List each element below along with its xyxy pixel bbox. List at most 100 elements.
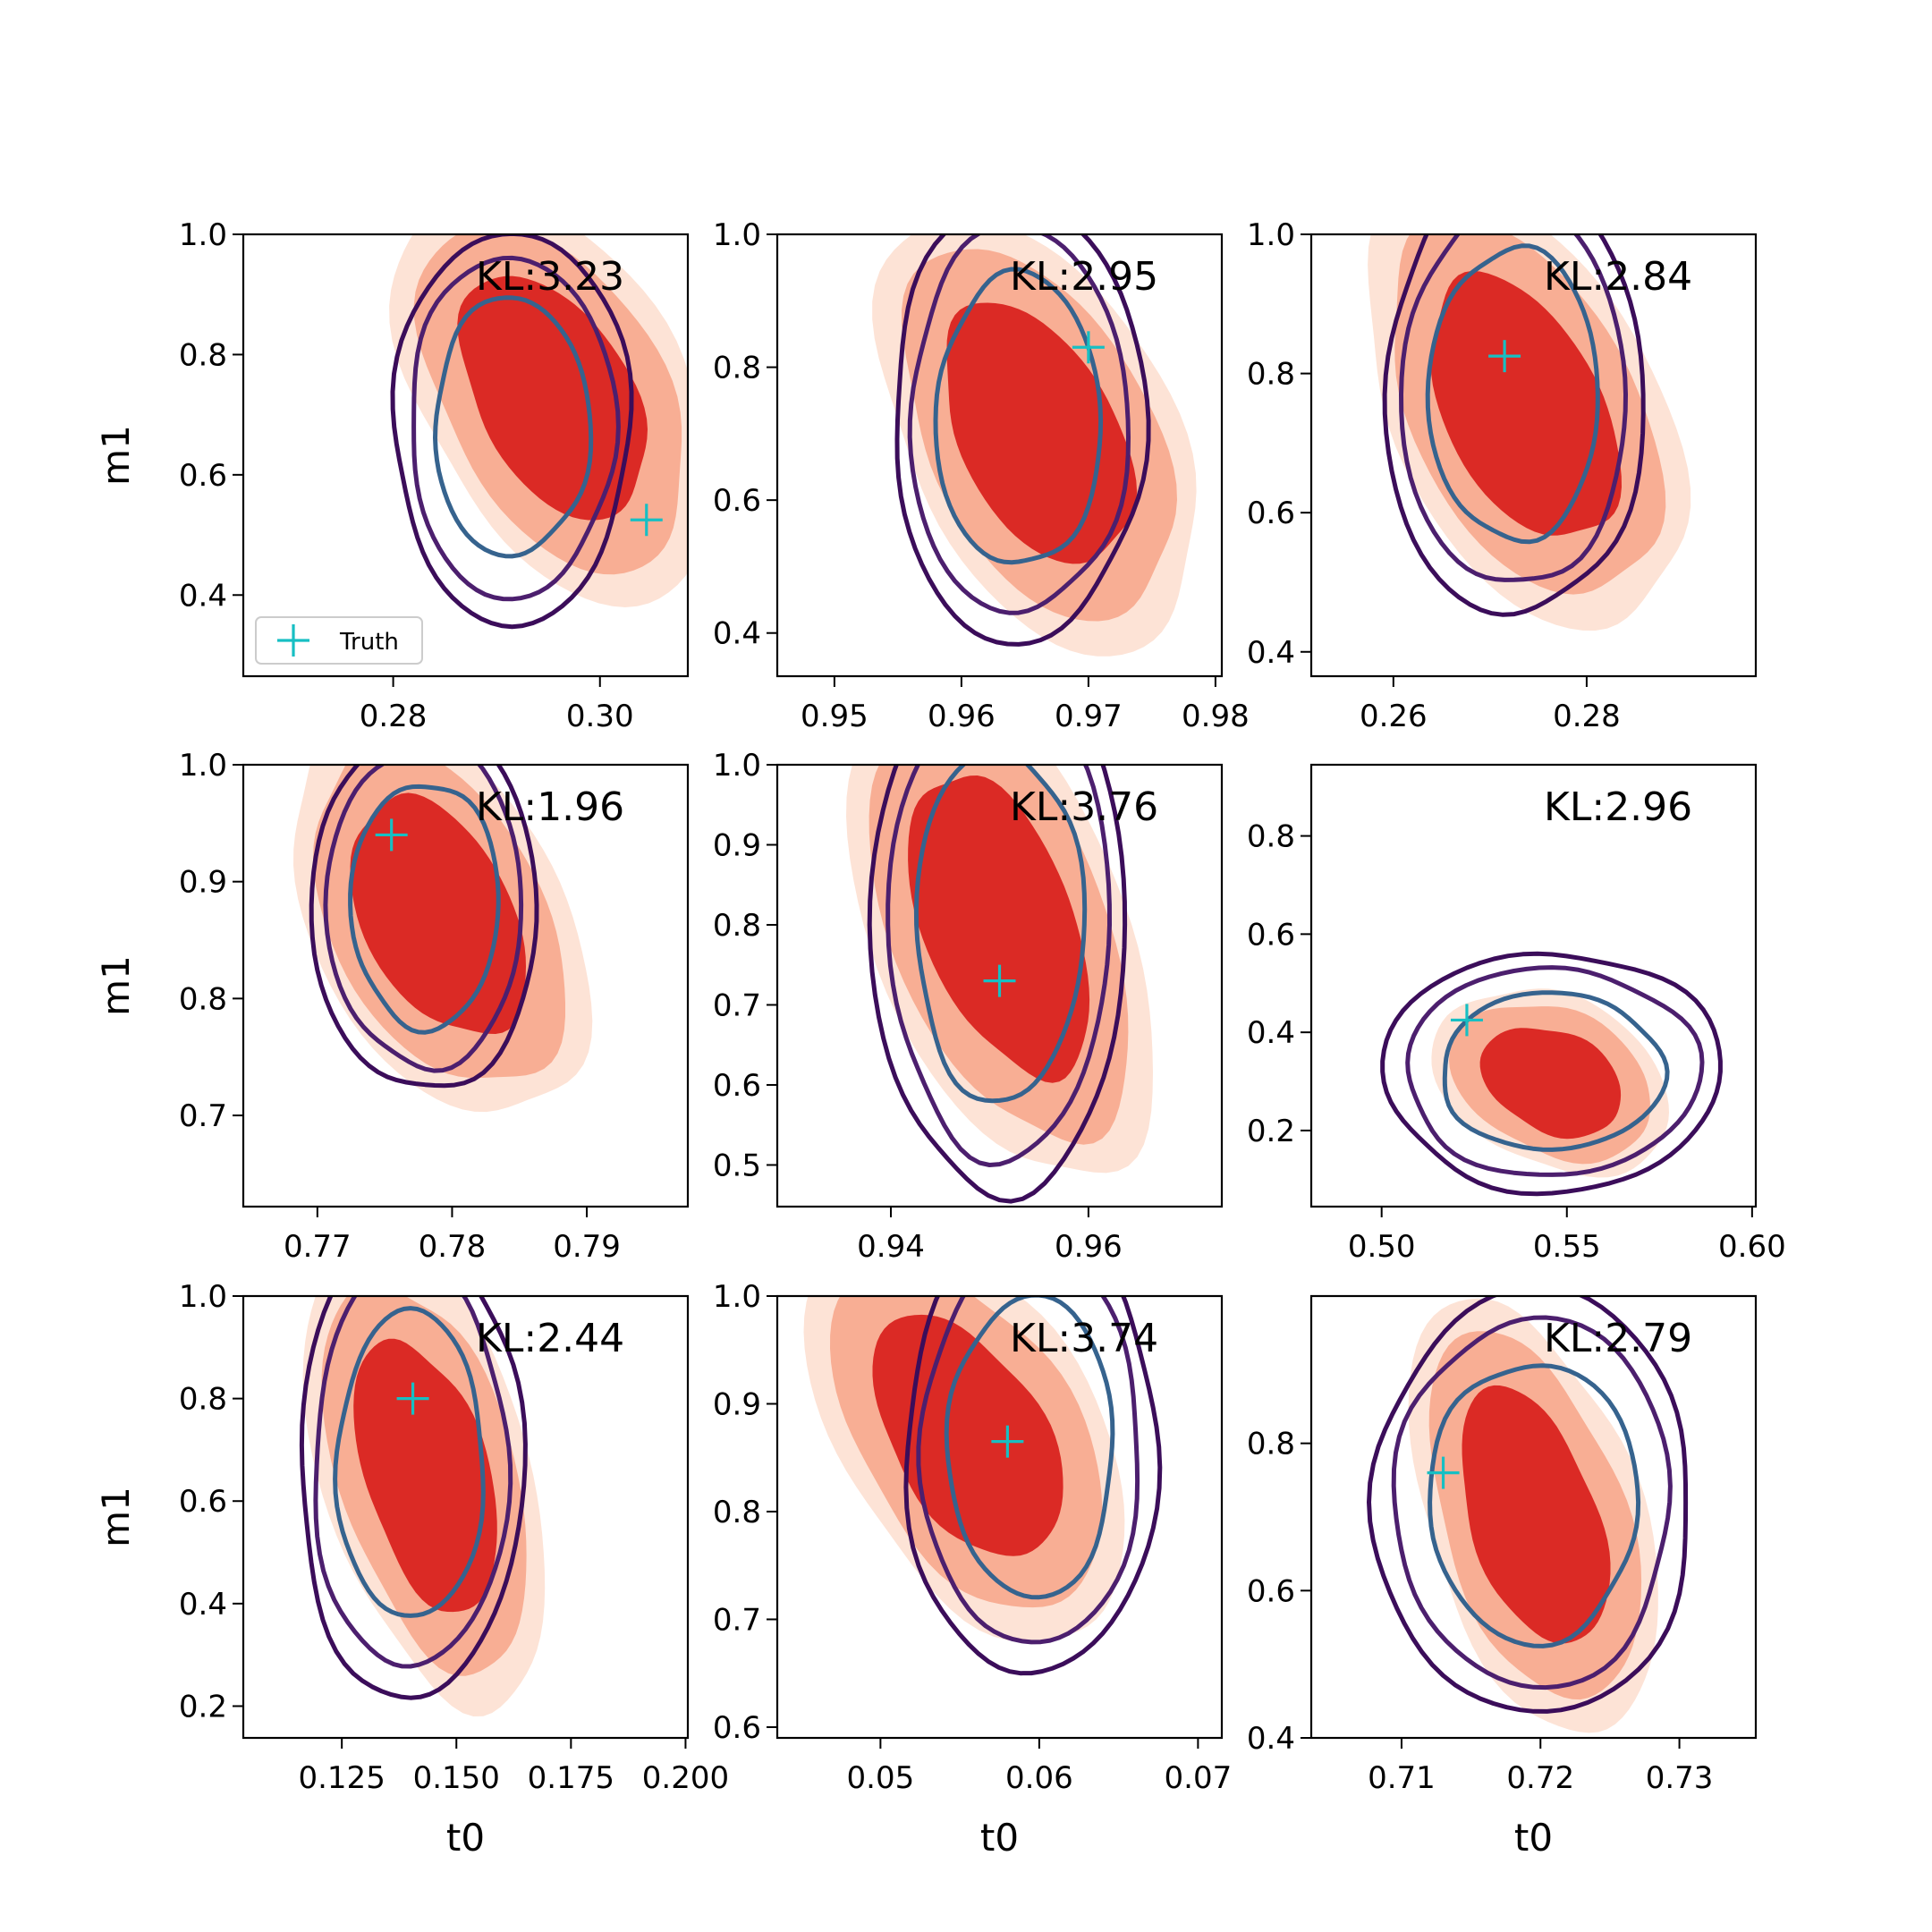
x-tick-label: 0.125 (298, 1760, 385, 1796)
x-tick-label: 0.96 (928, 699, 996, 734)
x-tick-label: 0.73 (1646, 1760, 1714, 1796)
x-axis-label: t0 (1514, 1816, 1553, 1860)
x-axis-label: t0 (446, 1816, 485, 1860)
y-tick-label: 0.2 (1247, 1114, 1295, 1149)
y-tick-label: 0.9 (713, 827, 761, 863)
kl-label: KL:2.44 (476, 1316, 624, 1361)
truth-marker (1450, 1004, 1483, 1037)
panel-4: KL:1.96 0.77 0.78 0.79 0.7 0.8 0.9 1.0 m1 (94, 748, 690, 1265)
panel-6: KL:2.96 0.50 0.55 0.60 0.2 0.4 0.6 0.8 (1247, 763, 1786, 1265)
contour-line-mid (1405, 965, 1705, 1177)
y-tick-label: 1.0 (179, 217, 227, 253)
y-tick-label: 0.4 (179, 578, 227, 614)
axes-frame (775, 1294, 1224, 1740)
y-tick-label: 0.6 (1247, 496, 1295, 531)
y-tick-label: 0.8 (179, 1382, 227, 1418)
kl-label: KL:2.84 (1544, 254, 1692, 300)
x-tick-label: 0.50 (1348, 1229, 1416, 1265)
contour-line-outer (309, 765, 539, 1089)
y-tick-label: 0.8 (1247, 357, 1295, 393)
x-tick-label: 0.175 (528, 1760, 614, 1796)
contour-line-mid (916, 1296, 1140, 1645)
contour-line-inner (1428, 1363, 1641, 1648)
filled-region-inner (1430, 270, 1622, 536)
y-tick-label: 0.8 (1247, 1427, 1295, 1462)
y-tick-label: 0.6 (1247, 917, 1295, 953)
contour-line-mid (907, 234, 1131, 615)
x-tick-label: 0.94 (857, 1229, 925, 1265)
x-tick-label: 0.200 (642, 1760, 729, 1796)
contour-line-inner (913, 765, 1088, 1104)
plot-area (1367, 1296, 1689, 1733)
y-tick-label: 0.8 (713, 1495, 761, 1530)
x-tick-label: 0.28 (360, 699, 428, 734)
plot-area (389, 234, 688, 630)
contour-line-outer (1367, 1296, 1689, 1714)
y-tick-label: 0.6 (713, 1710, 761, 1746)
axes-frame (242, 233, 690, 678)
plot-area (1368, 234, 1691, 631)
truth-marker (1427, 1456, 1460, 1489)
kl-label: KL:3.23 (476, 254, 624, 300)
x-axis-label: t0 (980, 1816, 1019, 1860)
panel-5: KL:3.76 0.94 0.96 0.5 0.6 0.7 0.8 0.9 1.0 (713, 748, 1224, 1265)
x-tick-label: 0.72 (1506, 1760, 1574, 1796)
panel-3: KL:2.84 0.26 0.28 0.4 0.6 0.8 1.0 (1247, 217, 1758, 734)
x-tick-label: 0.06 (1005, 1760, 1073, 1796)
y-tick-label: 0.8 (713, 908, 761, 944)
contour-line-mid (411, 255, 621, 602)
plot-area (803, 1296, 1163, 1676)
plot-area (1380, 951, 1723, 1197)
y-tick-label: 0.7 (713, 1602, 761, 1638)
contour-line-outer (1382, 234, 1646, 617)
x-tick-label: 0.78 (419, 1229, 487, 1265)
x-tick-label: 0.60 (1718, 1229, 1786, 1265)
y-tick-label: 0.7 (179, 1098, 227, 1134)
contour-line-outer (299, 1296, 528, 1700)
contour-line-mid (323, 765, 524, 1073)
legend-truth-marker (277, 624, 309, 657)
x-tick-label: 0.96 (1055, 1229, 1123, 1265)
contour-line-mid (1391, 1315, 1673, 1690)
truth-marker (630, 504, 663, 537)
y-tick-label: 0.4 (1247, 1015, 1295, 1051)
x-tick-label: 0.95 (801, 699, 869, 734)
y-tick-label: 0.4 (713, 616, 761, 652)
axes-frame (242, 763, 690, 1208)
x-tick-label: 0.55 (1533, 1229, 1601, 1265)
kl-label: KL:1.96 (476, 784, 624, 830)
kl-label: KL:2.79 (1544, 1316, 1692, 1361)
y-tick-label: 1.0 (1247, 217, 1295, 253)
panel-7: KL:2.44 0.125 0.150 0.175 0.200 0.2 0.4 0.6 0.8 1… (94, 1279, 729, 1860)
truth-marker (983, 964, 1016, 997)
contour-line-outer (390, 234, 634, 630)
filled-region-inner (350, 792, 526, 1034)
y-tick-label: 1.0 (713, 1279, 761, 1315)
contour-line-outer (894, 234, 1151, 647)
y-tick-label: 0.4 (1247, 1721, 1295, 1757)
x-tick-label: 0.79 (553, 1229, 621, 1265)
y-tick-label: 0.8 (1247, 819, 1295, 855)
x-tick-label: 0.30 (566, 699, 634, 734)
y-axis-label: m1 (94, 425, 138, 486)
plot-area (846, 765, 1153, 1204)
y-tick-label: 0.8 (179, 981, 227, 1017)
y-tick-label: 0.8 (713, 351, 761, 386)
contour-line-mid (313, 1296, 513, 1669)
axes-frame (1309, 233, 1758, 678)
contour-line-outer (1380, 951, 1723, 1197)
plot-area (299, 1296, 546, 1716)
y-tick-label: 0.6 (1247, 1573, 1295, 1609)
kl-label: KL:3.74 (1010, 1316, 1158, 1361)
y-tick-label: 0.6 (179, 458, 227, 494)
contour-line-mid (1399, 234, 1628, 582)
plot-area (293, 765, 593, 1113)
x-tick-label: 0.150 (413, 1760, 500, 1796)
contour-line-inner (944, 1296, 1115, 1600)
axes-frame (1309, 763, 1758, 1208)
contour-line-inner (1442, 990, 1670, 1152)
contour-line-inner (348, 784, 501, 1035)
y-tick-label: 0.5 (713, 1148, 761, 1183)
y-tick-label: 0.4 (179, 1587, 227, 1623)
contour-line-inner (933, 267, 1104, 565)
